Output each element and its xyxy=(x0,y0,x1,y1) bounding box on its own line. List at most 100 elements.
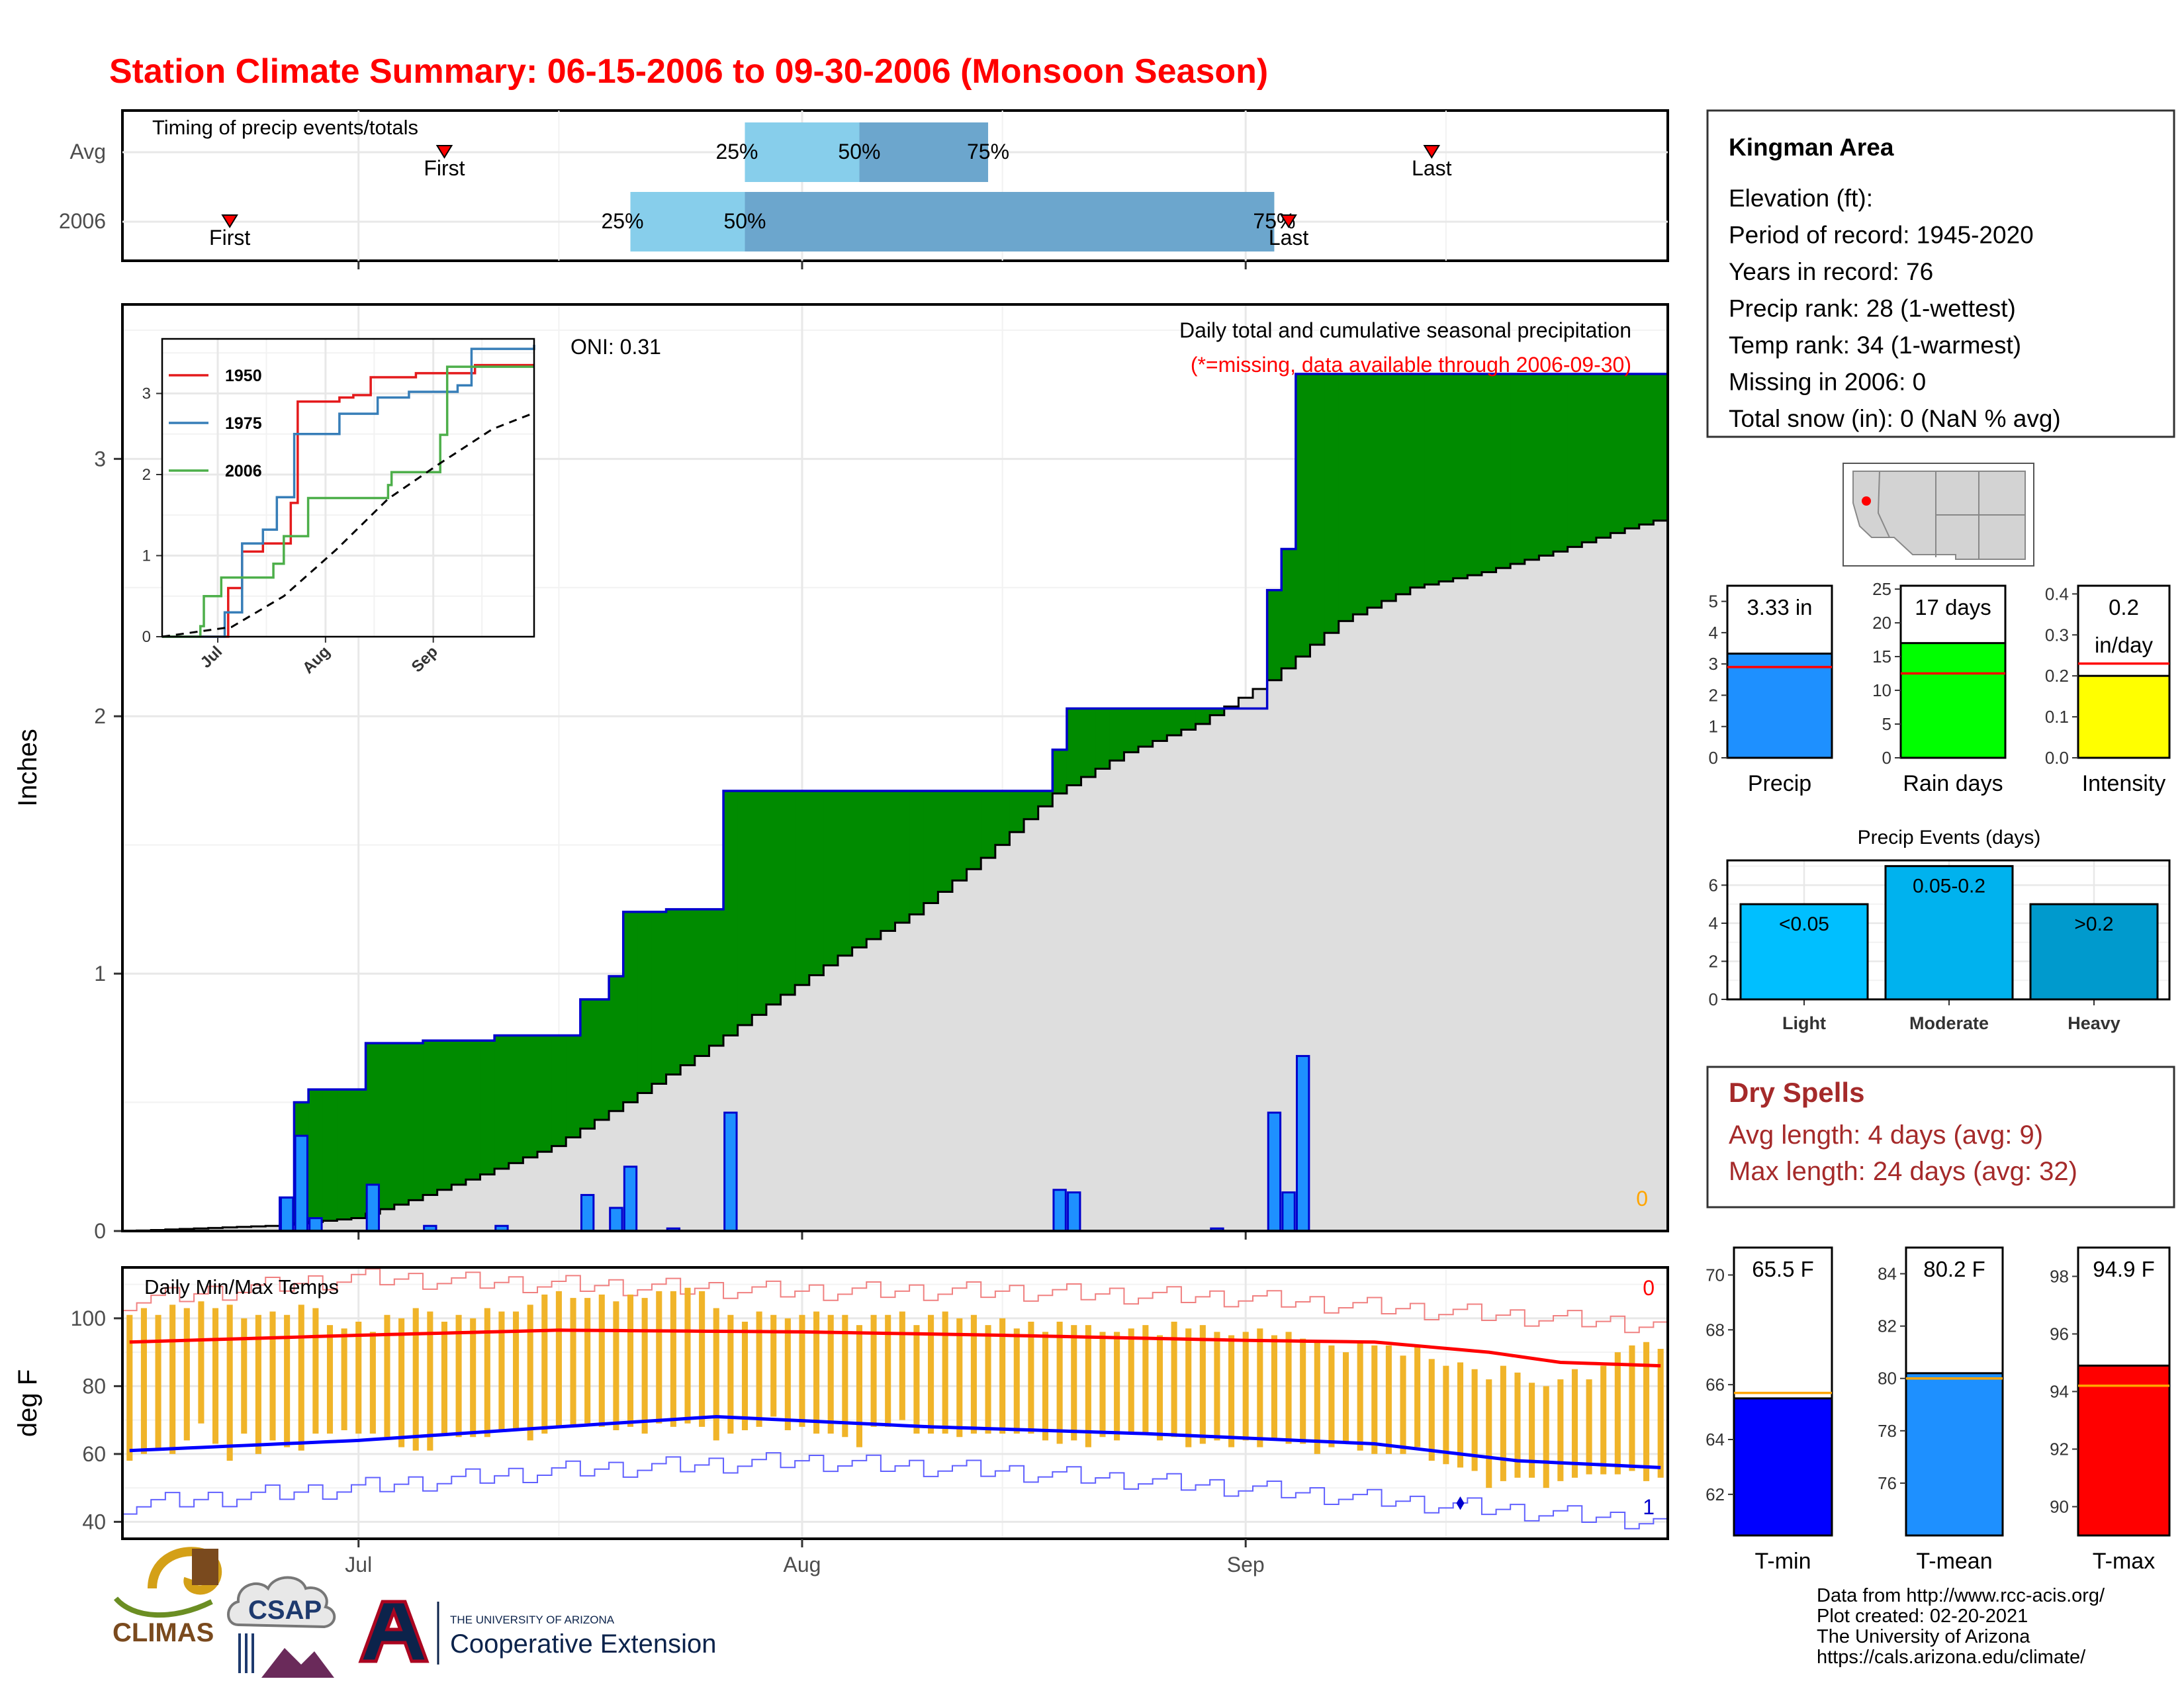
stat-y-tick-label: 0.0 xyxy=(2045,748,2069,768)
timing-first-label: First xyxy=(424,156,465,180)
ua-logo-small-text: THE UNIVERSITY OF ARIZONA xyxy=(450,1614,615,1626)
daily-temp-range-bar xyxy=(656,1291,662,1424)
precip-above-avg-segment xyxy=(852,791,867,948)
precip-above-avg-segment xyxy=(737,791,752,1025)
daily-precip-bar xyxy=(723,1111,738,1232)
precip-y-tick-label: 1 xyxy=(94,962,106,985)
daily-temp-range-bar xyxy=(1614,1352,1621,1475)
precip-above-avg-segment xyxy=(394,1043,410,1205)
precip-above-avg-segment xyxy=(909,791,925,915)
daily-temp-range-bar xyxy=(598,1295,605,1427)
precip-above-avg-segment xyxy=(1095,708,1111,769)
daily-precip-bar xyxy=(1281,1191,1296,1232)
daily-temp-range-bar xyxy=(627,1295,634,1427)
temp-y-tick-label: 100 xyxy=(71,1306,106,1330)
precip-above-avg-segment xyxy=(1481,374,1497,572)
precip-above-avg-segment xyxy=(709,909,724,1046)
events-bar-light xyxy=(1739,903,1869,1001)
map-state-borders xyxy=(1877,471,2025,559)
daily-temp-range-bar xyxy=(255,1314,261,1454)
precip-above-avg-segment xyxy=(1582,374,1597,543)
csap-logo-bars xyxy=(238,1633,254,1673)
daily-precip-bar xyxy=(308,1217,323,1232)
oni-label: ONI: 0.31 xyxy=(570,335,661,359)
daily-temp-range-bar xyxy=(398,1318,405,1447)
daily-temp-range-bar xyxy=(1443,1365,1449,1465)
daily-precip-bar xyxy=(623,1165,638,1232)
precip-above-avg-segment xyxy=(337,1089,352,1220)
daily-temp-range-bar xyxy=(1357,1342,1363,1451)
daily-temp-range-bar xyxy=(1056,1322,1063,1444)
stat-y-tick-label: 62 xyxy=(1706,1485,1725,1504)
daily-temp-range-bar xyxy=(741,1322,749,1430)
daily-temp-range-bar xyxy=(527,1304,533,1441)
temp-stat-panel-tmin: 62 64 66 68 70 65.5 F T-min xyxy=(1706,1246,1833,1574)
daily-temp-range-bar xyxy=(899,1311,905,1420)
inset-legend-label: 1975 xyxy=(225,414,262,433)
daily-temp-range-bar xyxy=(1543,1386,1549,1488)
daily-temp-range-bar xyxy=(1185,1328,1192,1447)
precip-above-avg-segment xyxy=(981,791,996,858)
daily-temp-range-bar xyxy=(226,1304,233,1461)
precip-y-tick-label: 2 xyxy=(94,704,106,728)
stat-value-bar xyxy=(1733,1397,1833,1537)
precip-above-avg-segment xyxy=(809,791,824,976)
daily-temp-range-bar xyxy=(1657,1349,1664,1478)
stat-y-tick-label: 0.1 xyxy=(2045,707,2069,727)
stat-y-tick-label: 78 xyxy=(1878,1421,1897,1441)
daily-temp-range-bar xyxy=(169,1304,176,1454)
daily-temp-range-bar xyxy=(1128,1328,1134,1434)
daily-precip-bar xyxy=(365,1183,381,1232)
daily-precip-bar xyxy=(1052,1189,1067,1232)
daily-temp-range-bar xyxy=(1013,1328,1020,1434)
timing-bar-q50-q75 xyxy=(745,192,1275,251)
precip-above-avg-segment xyxy=(995,791,1011,845)
precip-above-avg-segment xyxy=(1195,708,1210,724)
precip-above-avg-segment xyxy=(1396,374,1411,594)
precip-above-avg-segment xyxy=(1381,374,1396,601)
precip-above-avg-segment xyxy=(1410,374,1426,588)
inset-legend-label: 1950 xyxy=(225,367,262,385)
stat-y-tick-label: 82 xyxy=(1878,1316,1897,1336)
csap-logo-text: CSAP xyxy=(248,1596,322,1625)
stat-y-tick-label: 92 xyxy=(2050,1440,2069,1459)
daily-precip-bar xyxy=(1267,1111,1282,1232)
ua-logo-big-text: Cooperative Extension xyxy=(450,1629,716,1659)
stat-y-tick-label: 10 xyxy=(1872,680,1891,700)
inset-y-tick-label: 2 xyxy=(142,466,151,484)
inset-legend-label: 2006 xyxy=(225,462,262,480)
stat-y-tick-label: 20 xyxy=(1872,613,1891,633)
daily-temp-range-bar xyxy=(183,1308,190,1441)
events-x-tick-label: Heavy xyxy=(2068,1013,2120,1033)
timing-row-label: Avg xyxy=(69,140,106,163)
daily-temp-range-bar xyxy=(484,1308,490,1438)
daily-temp-range-bar xyxy=(770,1314,777,1417)
temp-frame xyxy=(121,1266,1669,1540)
ua-logo: THE UNIVERSITY OF ARIZONA Cooperative Ex… xyxy=(358,1600,716,1665)
daily-temp-range-bar xyxy=(326,1325,334,1434)
inset-line-2006 xyxy=(162,365,534,638)
stat-y-tick-label: 66 xyxy=(1706,1375,1725,1394)
daily-temp-range-bar xyxy=(1643,1342,1650,1481)
stat-value-label: 65.5 F xyxy=(1752,1257,1814,1281)
precip-frame xyxy=(121,303,1669,1232)
inset-frame-bg xyxy=(162,339,534,637)
station-info-line: Missing in 2006: 0 xyxy=(1729,369,1926,396)
daily-temp-range-bar xyxy=(584,1298,591,1424)
precip-above-avg-segment xyxy=(1267,590,1282,680)
daily-temp-range-bar xyxy=(885,1314,891,1427)
daily-temp-range-bar xyxy=(1371,1345,1378,1454)
avg-cumulative-line xyxy=(122,520,1668,1232)
daily-temp-range-bar xyxy=(1271,1335,1277,1441)
daily-temp-range-bar xyxy=(1242,1332,1249,1441)
record-low-count: 1 xyxy=(1643,1495,1655,1519)
precip-y-axis-label: Inches xyxy=(13,729,42,807)
precip-y-tick-label: 0 xyxy=(94,1219,106,1243)
precip-above-avg-segment xyxy=(1052,749,1068,794)
stat-value-label: in/day xyxy=(2095,633,2154,657)
precip-above-avg-segment xyxy=(1038,791,1053,807)
precip-above-avg-segment xyxy=(594,999,610,1120)
precip-above-avg-segment xyxy=(1653,374,1668,521)
